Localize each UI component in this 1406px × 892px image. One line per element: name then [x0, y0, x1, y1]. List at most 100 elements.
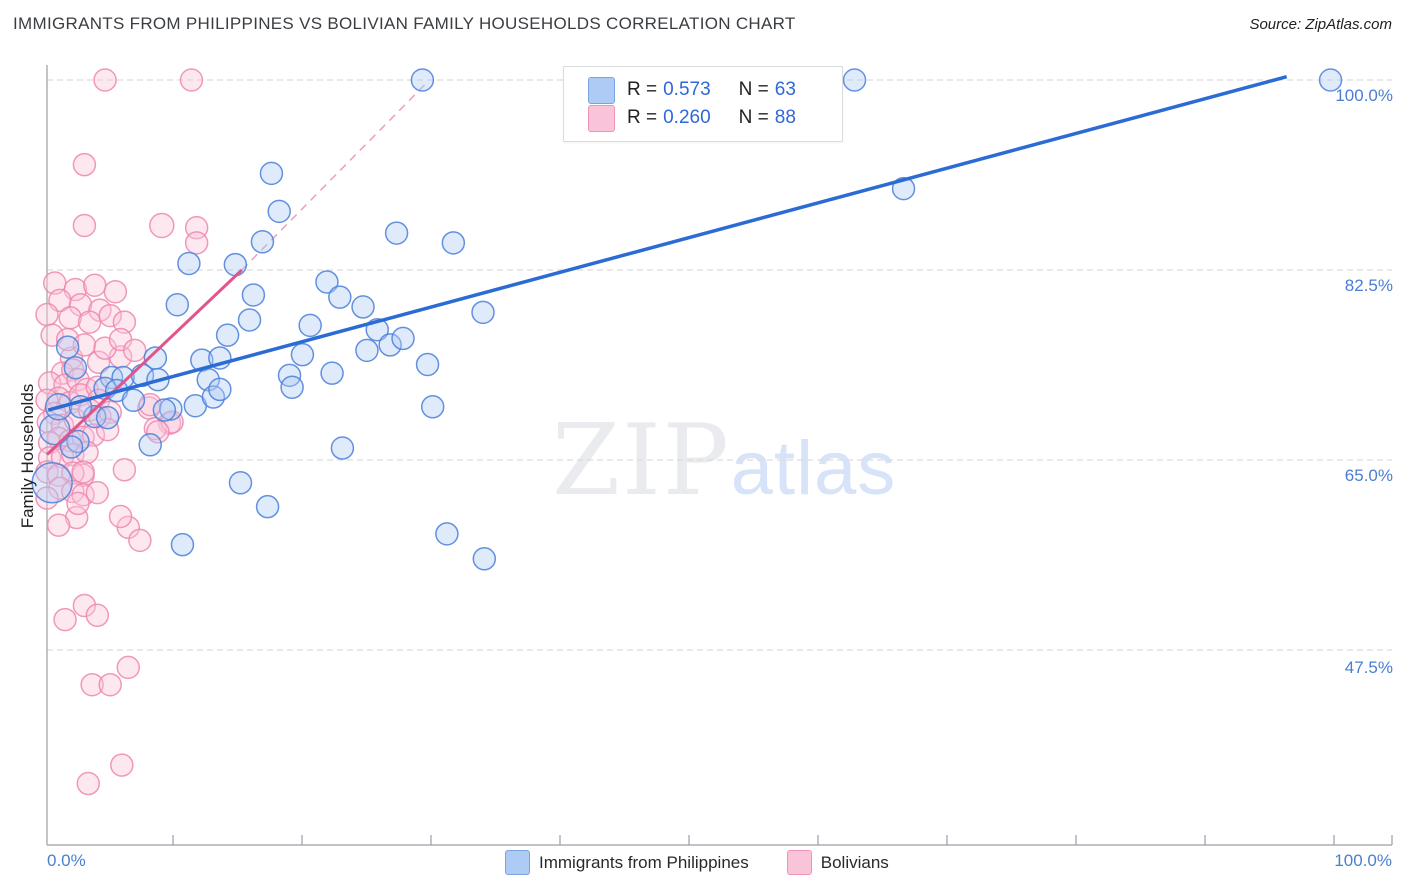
scatter-point-bolivians	[80, 672, 104, 697]
n-value: 88	[774, 107, 796, 128]
philippines-trend-line	[47, 75, 1288, 412]
scatter-point-philippines	[1318, 68, 1343, 92]
scatter-point-bolivians	[66, 491, 90, 516]
scatter-point-bolivians	[112, 310, 137, 334]
blue-series-swatch	[588, 76, 615, 104]
scatter-point-bolivians	[103, 279, 128, 304]
r-label: R =	[627, 79, 658, 100]
scatter-point-philippines	[320, 361, 344, 385]
scatter-point-philippines	[328, 285, 352, 309]
scatter-point-bolivians	[58, 306, 82, 330]
scatter-point-philippines	[315, 270, 339, 294]
scatter-point-bolivians	[98, 672, 122, 697]
scatter-point-philippines	[159, 397, 183, 421]
scatter-point-philippines	[298, 313, 322, 338]
pink-series-swatch	[786, 850, 812, 875]
y-tick-47-5: 47.5%	[1344, 658, 1393, 677]
scatter-point-bolivians	[81, 423, 106, 447]
scatter-point-philippines	[290, 342, 315, 367]
scatter-point-bolivians	[72, 213, 97, 238]
scatter-point-philippines	[330, 436, 355, 460]
scatter-point-bolivians	[77, 310, 102, 334]
scatter-point-philippines	[471, 300, 495, 325]
scatter-point-philippines	[410, 68, 435, 92]
y-tick-65: 65.0%	[1344, 466, 1393, 485]
x-label-max: 100.0%	[1334, 851, 1392, 870]
scatter-point-philippines	[63, 355, 88, 380]
r-value: 0.573	[663, 79, 711, 100]
y-axis-title: Family Households	[18, 383, 37, 529]
scatter-point-philippines	[177, 251, 201, 276]
scatter-point-philippines	[472, 547, 497, 571]
scatter-point-bolivians	[110, 753, 134, 777]
scatter-point-bolivians	[116, 655, 141, 680]
source-attribution: Source: ZipAtlas.com	[1249, 16, 1392, 33]
scatter-point-philippines	[259, 161, 284, 186]
scatter-point-philippines	[842, 68, 867, 92]
scatter-point-philippines	[55, 335, 80, 359]
scatter-point-philippines	[201, 385, 226, 409]
scatter-point-philippines	[95, 405, 120, 430]
pink-series-swatch	[588, 104, 615, 132]
scatter-point-philippines	[121, 388, 146, 413]
scatter-point-bolivians	[179, 68, 204, 92]
scatter-point-philippines	[351, 295, 375, 319]
scatter-point-bolivians	[98, 303, 122, 328]
scatter-point-bolivians	[93, 68, 117, 92]
bolivians-trend-line	[45, 268, 243, 456]
page-title: IMMIGRANTS FROM PHILIPPINES VS BOLIVIAN …	[13, 14, 796, 33]
scatter-point-philippines	[250, 230, 275, 254]
scatter-point-philippines	[355, 338, 379, 363]
scatter-point-bolivians	[71, 460, 95, 484]
scatter-point-bolivians	[72, 152, 97, 177]
scatter-point-philippines	[208, 377, 232, 402]
scatter-point-bolivians	[72, 333, 97, 357]
blue-series-swatch	[505, 850, 530, 875]
scatter-point-philippines	[152, 398, 177, 422]
scatter-point-philippines	[255, 494, 280, 519]
scatter-point-philippines	[435, 522, 459, 546]
scatter-point-philippines	[391, 326, 415, 351]
scatter-point-philippines	[237, 308, 262, 332]
scatter-point-philippines	[223, 252, 248, 277]
scatter-point-philippines	[420, 395, 445, 419]
scatter-point-philippines	[165, 292, 190, 317]
scatter-point-bolivians	[35, 302, 59, 327]
scatter-point-philippines	[267, 199, 291, 224]
scatter-point-philippines	[384, 221, 409, 245]
scatter-point-philippines	[280, 375, 304, 400]
legend-label-bolivians: Bolivians	[820, 852, 889, 872]
scatter-point-philippines	[378, 333, 402, 357]
scatter-point-philippines	[82, 404, 107, 429]
scatter-point-bolivians	[160, 410, 184, 434]
scatter-point-bolivians	[72, 593, 97, 618]
scatter-point-bolivians	[76, 771, 101, 796]
scatter-point-bolivians	[112, 458, 137, 482]
x-label-min: 0.0%	[47, 851, 86, 870]
scatter-point-bolivians	[128, 528, 152, 553]
scatter-point-bolivians	[85, 480, 110, 505]
correlation-legend: R = 0.573 N = 63 R = 0.260 N = 88	[563, 66, 843, 142]
scatter-point-philippines	[38, 413, 71, 446]
legend-label-philippines: Immigrants from Philippines	[539, 852, 749, 872]
y-tick-100: 100.0%	[1335, 86, 1393, 105]
scatter-point-philippines	[215, 323, 240, 347]
r-label: R =	[627, 107, 658, 128]
y-tick-82-5: 82.5%	[1344, 276, 1393, 295]
n-label: N =	[738, 79, 769, 100]
legend-row-philippines: R = 0.573 N = 63	[588, 76, 842, 104]
legend-row-bolivians: R = 0.260 N = 88	[588, 104, 842, 132]
scatter-point-bolivians	[146, 420, 170, 444]
scatter-point-philippines	[31, 462, 73, 504]
r-value: 0.260	[663, 107, 711, 128]
scatter-point-bolivians	[122, 338, 147, 363]
series-legend: Immigrants from Philippines Bolivians	[505, 850, 927, 875]
scatter-point-bolivians	[40, 323, 64, 347]
scatter-point-philippines	[241, 283, 266, 307]
scatter-point-philippines	[59, 435, 84, 459]
scatter-point-bolivians	[82, 273, 107, 297]
scatter-point-bolivians	[46, 513, 71, 537]
scatter-point-bolivians	[53, 607, 77, 632]
